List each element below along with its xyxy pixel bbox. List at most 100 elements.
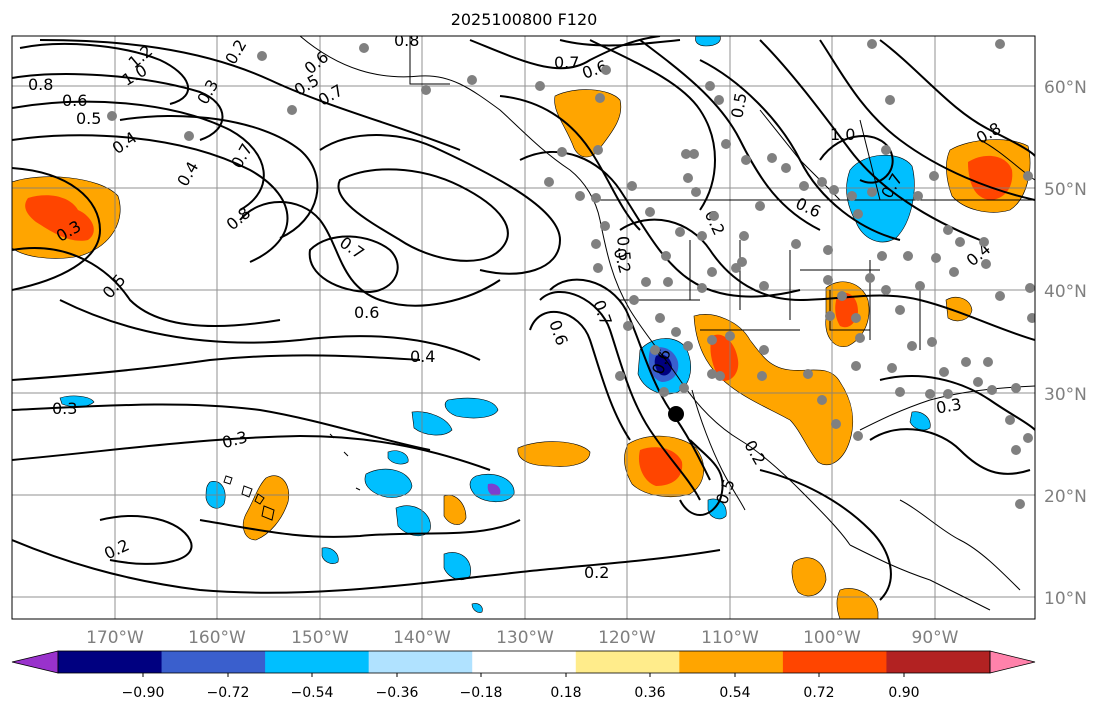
colorbar-segment <box>472 651 577 673</box>
station-marker <box>915 281 925 291</box>
station-marker <box>683 173 693 183</box>
station-marker <box>535 81 545 91</box>
station-marker <box>705 81 715 91</box>
map-frame <box>11 35 1036 620</box>
station-marker <box>645 207 655 217</box>
colorbar-segment <box>58 651 163 673</box>
station-marker <box>781 163 791 173</box>
station-marker <box>601 65 611 75</box>
station-marker <box>591 193 601 203</box>
station-marker <box>659 387 669 397</box>
colorbar-tick-label: −0.36 <box>376 685 419 701</box>
station-marker <box>575 191 585 201</box>
station-marker <box>851 361 861 371</box>
colorbar-tick-labels: −0.90 −0.72 −0.54 −0.36 −0.18 0.18 0.36 … <box>122 685 920 701</box>
station-marker <box>995 39 1005 49</box>
station-marker <box>853 431 863 441</box>
contour-lines <box>12 36 1035 601</box>
station-marker <box>799 181 809 191</box>
station-marker <box>707 369 717 379</box>
station-marker <box>591 239 601 249</box>
station-marker <box>803 369 813 379</box>
station-marker <box>467 75 477 85</box>
lon-label: 130°W <box>496 628 554 648</box>
station-marker <box>929 171 939 181</box>
station-marker <box>731 263 741 273</box>
station-marker <box>725 331 735 341</box>
colorbar-tick-label: 0.18 <box>550 685 581 701</box>
station-marker <box>257 51 267 61</box>
colorbar-segment <box>782 651 887 673</box>
station-marker <box>887 363 897 373</box>
contour-label: 0.3 <box>52 399 77 418</box>
station-marker <box>557 147 567 157</box>
contour-label: 0.6 <box>354 303 379 322</box>
station-marker <box>741 155 751 165</box>
station-marker <box>287 105 297 115</box>
station-marker <box>855 333 865 343</box>
lon-label: 120°W <box>598 628 656 648</box>
station-marker <box>641 277 651 287</box>
colorbar-tick-label: 0.54 <box>719 685 750 701</box>
station-marker <box>925 389 935 399</box>
lon-label: 140°W <box>393 628 451 648</box>
station-marker <box>691 187 701 197</box>
station-marker <box>943 225 953 235</box>
colorbar-tick-label: −0.90 <box>122 685 165 701</box>
colorbar-segment <box>265 651 370 673</box>
contour-label: 1.0 <box>830 125 855 144</box>
station-marker <box>623 321 633 331</box>
station-marker <box>739 231 749 241</box>
station-markers <box>107 39 1035 509</box>
colorbar-segment <box>368 651 473 673</box>
station-marker <box>697 283 707 293</box>
lat-label: 20°N <box>1044 487 1087 507</box>
contour-label: 0.8 <box>394 31 419 50</box>
station-marker <box>927 337 937 347</box>
longitude-labels: 170°W 160°W 150°W 140°W 130°W 120°W 110°… <box>86 628 959 648</box>
station-marker <box>973 377 983 387</box>
station-marker <box>759 345 769 355</box>
lon-label: 110°W <box>701 628 759 648</box>
station-marker <box>981 259 991 269</box>
station-marker <box>1005 415 1015 425</box>
station-marker <box>955 237 965 247</box>
station-marker <box>709 211 719 221</box>
plot-title: 2025100800 F120 <box>450 10 598 29</box>
station-marker <box>983 357 993 367</box>
station-marker <box>867 187 877 197</box>
station-marker <box>655 313 665 323</box>
station-marker <box>689 149 699 159</box>
contour-label: 0.6 <box>62 91 87 110</box>
colorbar-tick-label: −0.54 <box>291 685 334 701</box>
station-marker <box>675 227 685 237</box>
station-marker <box>943 389 953 399</box>
lon-label: 100°W <box>803 628 861 648</box>
station-marker <box>544 177 554 187</box>
station-marker <box>721 139 731 149</box>
colorbar-tick-label: 0.72 <box>803 685 834 701</box>
lat-label: 10°N <box>1044 589 1087 609</box>
station-marker <box>853 209 863 219</box>
contour-label: 0.7 <box>554 53 579 72</box>
station-marker <box>697 231 707 241</box>
station-marker <box>707 267 717 277</box>
station-marker <box>681 149 691 159</box>
station-marker <box>683 341 693 351</box>
graticule <box>12 36 1035 619</box>
station-marker <box>1023 433 1033 443</box>
lat-label: 50°N <box>1044 180 1087 200</box>
station-marker <box>715 371 725 381</box>
colorbar-extend-max <box>989 650 1036 674</box>
station-marker <box>629 295 639 305</box>
contour-label: 0.3 <box>935 394 963 417</box>
colorbar-tick-label: 0.90 <box>888 685 919 701</box>
colorbar-segment <box>161 651 266 673</box>
lat-label: 60°N <box>1044 78 1087 98</box>
colorbar-extend-min <box>11 650 59 674</box>
station-marker <box>679 383 689 393</box>
station-marker <box>837 291 847 301</box>
station-marker <box>931 253 941 263</box>
colorbar-segment <box>679 651 784 673</box>
